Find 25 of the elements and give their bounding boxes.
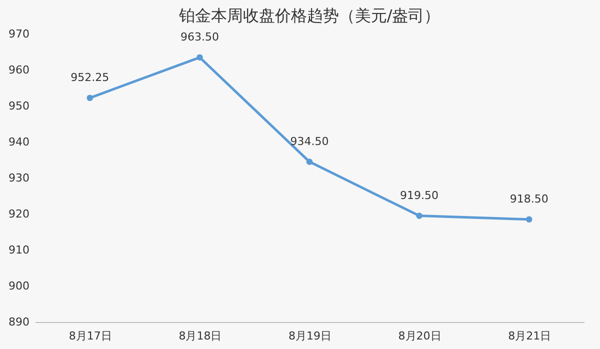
point bbox=[526, 216, 532, 223]
text: 963.50 bbox=[180, 30, 219, 44]
y-tick-label: 940 bbox=[8, 136, 30, 148]
point bbox=[86, 94, 94, 102]
chart-title: 铂金本周收盘价格趋势（美元/盎司） bbox=[178, 6, 440, 25]
text: 919.50 bbox=[400, 188, 439, 202]
point bbox=[196, 54, 203, 61]
y-tick-label: 930 bbox=[8, 172, 30, 184]
text: 918.50 bbox=[510, 192, 548, 206]
y-tick-label: 970 bbox=[8, 28, 30, 40]
x-tick-label: 8月19日 bbox=[288, 330, 332, 342]
x-tick-label: 8月17日 bbox=[68, 330, 112, 342]
y-tick-label: 890 bbox=[8, 316, 30, 328]
point bbox=[306, 158, 313, 165]
text: 952.25 bbox=[70, 70, 110, 84]
text: 934.50 bbox=[290, 134, 329, 148]
y-tick-label: 900 bbox=[8, 280, 30, 292]
x-tick-label: 8月21日 bbox=[508, 330, 552, 342]
point bbox=[416, 212, 422, 219]
x-tick-label: 8月18日 bbox=[178, 330, 222, 342]
x-tick-label: 8月20日 bbox=[398, 330, 442, 342]
y-tick-label: 920 bbox=[8, 208, 30, 220]
y-tick-label: 960 bbox=[8, 64, 30, 76]
y-tick-label: 950 bbox=[8, 100, 30, 112]
y-tick-label: 910 bbox=[8, 244, 30, 256]
